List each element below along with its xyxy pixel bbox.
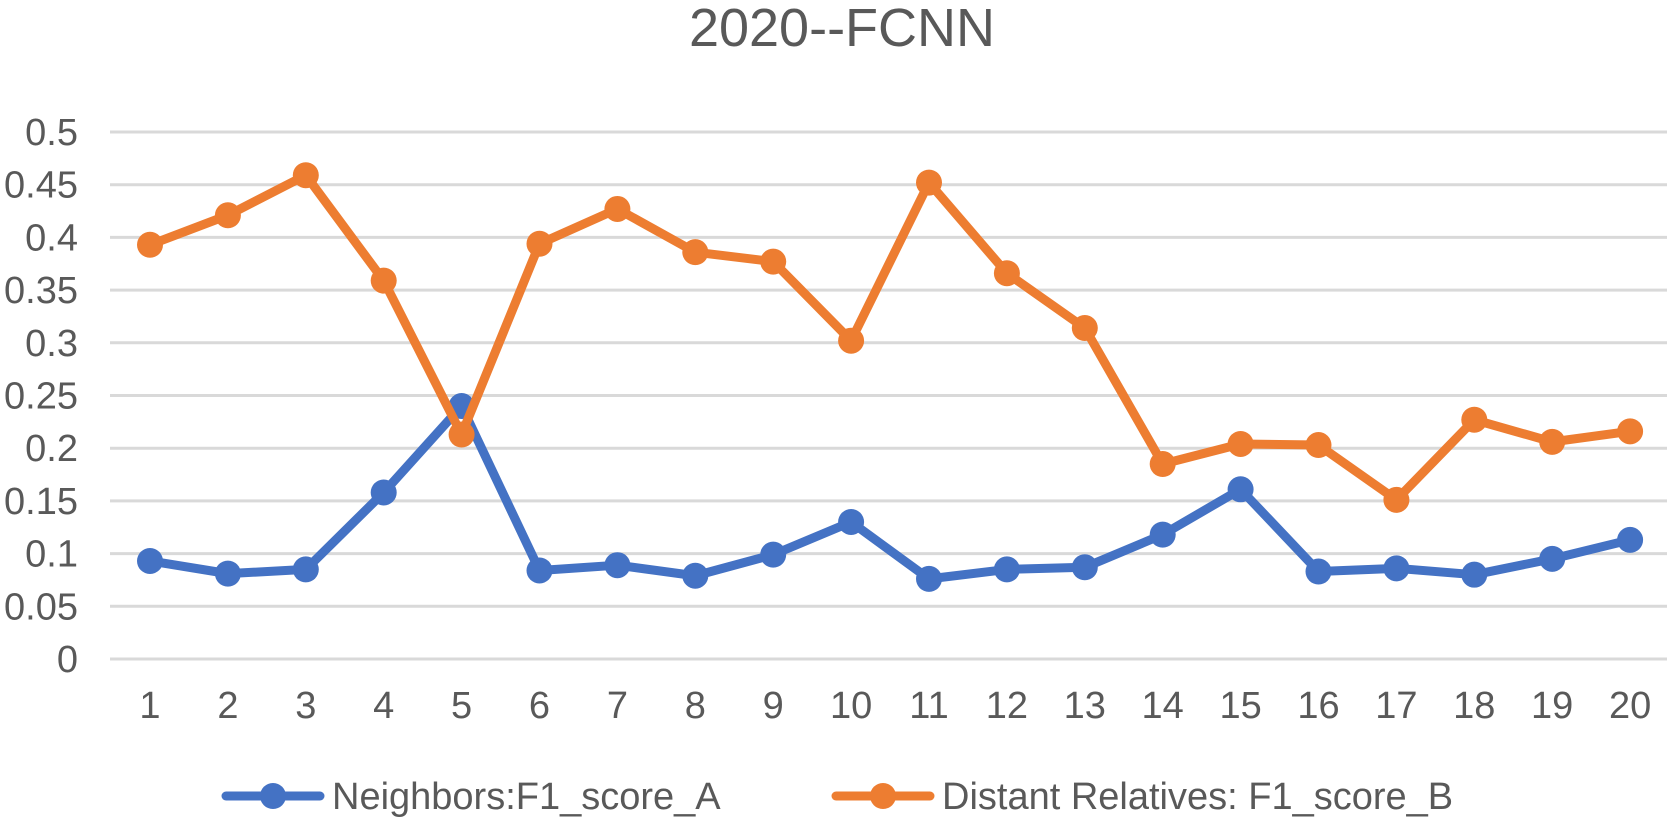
data-point [682,562,709,589]
data-point [448,421,475,448]
data-point [760,541,787,568]
x-tick-label: 3 [295,685,316,727]
x-tick-label: 4 [373,685,394,727]
data-point [1617,526,1644,553]
data-point [838,327,865,354]
x-tick-label: 16 [1297,685,1339,727]
data-point [526,557,553,584]
data-point [1461,561,1488,588]
legend-swatch-marker [260,783,286,809]
legend: Neighbors:F1_score_A Distant Relatives: F… [221,776,1453,818]
data-point [1539,428,1566,455]
y-tick-label: 0 [57,639,78,681]
y-tick-label: 0.45 [4,165,78,207]
chart-title: 2020--FCNN [689,0,995,58]
x-tick-label: 11 [909,685,948,727]
data-point [1383,555,1410,582]
data-point [1305,558,1332,585]
data-point [137,231,163,258]
x-tick-label: 19 [1531,685,1573,727]
x-tick-label: 9 [763,685,784,727]
x-tick-label: 15 [1219,685,1261,727]
data-point [1305,432,1332,459]
x-tick-label: 14 [1142,685,1184,727]
data-point [214,560,241,587]
y-tick-label: 0.15 [4,481,78,523]
x-tick-label: 2 [217,685,238,727]
data-point [1071,554,1098,581]
data-point [526,230,553,257]
y-axis-ticks: 0 0.05 0.1 0.15 0.2 0.25 0.3 0.35 0.4 0.45 0.5 [4,112,78,681]
data-point [137,547,163,574]
x-tick-label: 5 [451,685,472,727]
x-tick-label: 6 [529,685,550,727]
data-point [760,248,787,275]
legend-label: Distant Relatives: F1_score_B [942,776,1453,818]
legend-item: Distant Relatives: F1_score_B [831,776,1453,818]
y-tick-label: 0.4 [25,217,78,259]
legend-swatch-marker [870,783,896,809]
x-tick-label: 13 [1064,685,1106,727]
series-1 [137,393,1644,592]
legend-label: Neighbors:F1_score_A [332,776,721,818]
x-tick-label: 7 [607,685,628,727]
data-point [370,479,397,506]
data-point [1539,545,1566,572]
gridlines [110,130,1667,661]
data-point [993,556,1020,583]
y-tick-label: 0.25 [4,376,78,418]
x-tick-label: 10 [830,685,872,727]
data-point [682,239,709,266]
data-point [1461,406,1488,433]
x-tick-label: 8 [685,685,706,727]
y-tick-label: 0.35 [4,270,78,312]
data-point [916,565,942,592]
series-2 [137,162,1644,513]
x-tick-label: 20 [1609,685,1651,727]
data-point [1227,430,1254,457]
data-point [604,552,631,579]
data-point [1383,486,1410,513]
y-tick-label: 0.05 [4,586,78,628]
x-tick-label: 12 [986,685,1028,727]
data-point [1227,476,1254,503]
y-tick-label: 0.5 [25,112,78,154]
legend-item: Neighbors:F1_score_A [221,776,721,818]
data-point [1149,521,1176,548]
data-point [838,508,865,535]
x-axis-ticks: 1 2 3 4 5 6 7 8 9 10 11 12 13 14 15 16 17 18 19 20 [139,685,1651,727]
data-point [214,202,241,229]
data-point [604,195,631,222]
y-tick-label: 0.3 [25,323,78,365]
data-point [993,260,1020,287]
data-point [292,556,319,583]
data-point [292,162,319,189]
x-tick-label: 17 [1375,685,1417,727]
data-point [370,267,397,294]
data-point [916,169,942,196]
data-point [1071,315,1098,342]
y-tick-label: 0.1 [25,534,78,576]
x-tick-label: 18 [1453,685,1495,727]
data-point [1617,418,1644,445]
y-tick-label: 0.2 [25,428,78,470]
series-lines [137,162,1644,592]
data-point [1149,451,1176,478]
series-line [145,170,1635,505]
x-tick-label: 1 [139,685,160,727]
